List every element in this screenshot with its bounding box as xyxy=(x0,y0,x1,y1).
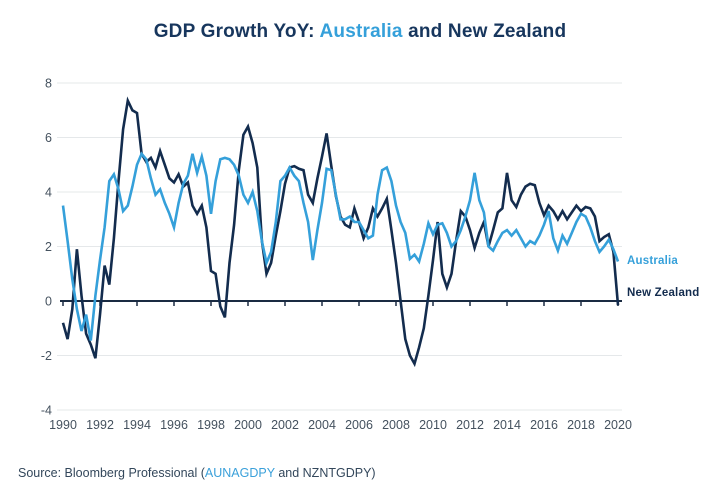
x-axis-label: 2008 xyxy=(382,418,410,432)
australia-line xyxy=(61,151,620,341)
y-axis-label: 2 xyxy=(45,240,52,254)
x-axis-label: 2006 xyxy=(345,418,373,432)
x-axis-label: 2014 xyxy=(493,418,521,432)
x-axis-label: 1998 xyxy=(197,418,225,432)
x-axis-label: 2000 xyxy=(234,418,262,432)
x-axis-label: 2010 xyxy=(419,418,447,432)
chart-title-highlight: Australia xyxy=(319,21,403,42)
source-ticker-new-zealand: NZNTGDPY xyxy=(302,466,372,480)
source-middle: and xyxy=(274,466,303,480)
x-axis-label: 2016 xyxy=(530,418,558,432)
y-axis-label: 6 xyxy=(45,131,52,145)
x-axis-label: 1990 xyxy=(49,418,77,432)
source-ticker-australia: AUNAGDPY xyxy=(204,466,275,480)
x-axis-label: 1992 xyxy=(86,418,114,432)
source-prefix: Source: Bloomberg Professional ( xyxy=(18,466,205,480)
source-suffix: ) xyxy=(371,466,376,480)
source-attribution: Source: Bloomberg Professional (AUNAGDPY… xyxy=(18,466,376,480)
x-axis-label: 2020 xyxy=(604,418,632,432)
x-axis-label: 2004 xyxy=(308,418,336,432)
x-axis-label: 1994 xyxy=(123,418,151,432)
chart-title: GDP Growth YoY: Australia and New Zealan… xyxy=(0,21,720,43)
x-axis-label: 2012 xyxy=(456,418,484,432)
chart-title-prefix: GDP Growth YoY: xyxy=(153,21,320,42)
legend-label-australia: Australia xyxy=(627,255,679,267)
new-zealand-line xyxy=(61,96,620,368)
legend-label-new-zealand: New Zealand xyxy=(627,287,700,299)
y-axis-label: 4 xyxy=(45,186,52,200)
x-axis-label: 2002 xyxy=(271,418,299,432)
y-axis-label: -4 xyxy=(41,404,52,418)
y-axis-label: 8 xyxy=(45,77,52,91)
y-axis-label: -2 xyxy=(41,349,52,363)
chart-title-suffix: and New Zealand xyxy=(402,21,567,42)
x-axis-label: 1996 xyxy=(160,418,188,432)
y-axis-label: 0 xyxy=(45,295,52,309)
x-axis-label: 2018 xyxy=(567,418,595,432)
